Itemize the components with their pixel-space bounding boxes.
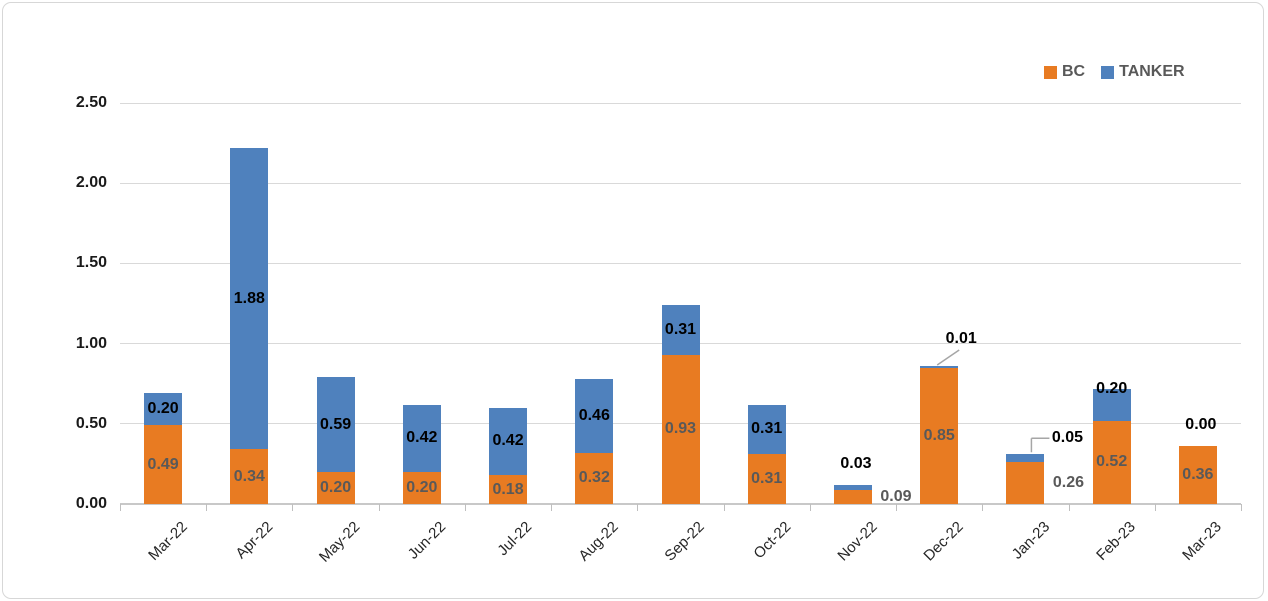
data-label-tanker-apr-22: 1.88 (233, 289, 265, 307)
data-label-tanker-jan-23: 0.05 (1051, 429, 1083, 447)
data-label-bc-feb-23: 0.52 (1096, 453, 1128, 471)
bar-bc-aug-22[interactable] (575, 452, 614, 504)
data-label-bc-mar-22: 0.49 (147, 455, 179, 473)
x-axis-label-may-22: May-22 (315, 518, 363, 566)
data-label-tanker-may-22: 0.59 (319, 415, 352, 433)
data-label-bc-aug-22: 0.32 (578, 469, 610, 487)
data-label-bc-mar-23: 0.36 (1182, 466, 1214, 484)
data-label-tanker-feb-23: 0.20 (1096, 379, 1128, 397)
x-axis-label-oct-22: Oct-22 (750, 518, 795, 563)
data-label-tanker-sep-22: 0.31 (664, 320, 697, 338)
bar-bc-mar-23[interactable] (1178, 446, 1217, 504)
gridline (120, 262, 1241, 264)
data-label-tanker-dec-22: 0.01 (945, 330, 977, 348)
data-label-bc-oct-22: 0.31 (751, 470, 783, 488)
bar-bc-oct-22[interactable] (747, 454, 786, 504)
legend-item-bc[interactable]: BC (1044, 64, 1085, 80)
bar-tanker-jul-22[interactable] (489, 407, 528, 476)
x-axis-label-mar-22: Mar-22 (144, 518, 191, 564)
x-axis-tick (637, 504, 639, 511)
bar-tanker-oct-22[interactable] (747, 404, 786, 455)
data-label-bc-jun-22: 0.20 (406, 478, 438, 496)
bar-tanker-apr-22[interactable] (230, 147, 269, 450)
legend: BC TANKER (1044, 64, 1185, 80)
y-axis-tick-label: 0.50 (75, 414, 107, 432)
bar-tanker-dec-22[interactable] (920, 366, 959, 368)
x-axis-label-jul-22: Jul-22 (494, 518, 536, 560)
x-axis-tick (1068, 504, 1070, 511)
x-axis-tick (1154, 504, 1156, 511)
x-axis-tick (378, 504, 380, 511)
bar-bc-nov-22[interactable] (833, 489, 872, 504)
data-label-tanker-mar-22: 0.20 (147, 400, 179, 418)
x-axis-tick (896, 504, 898, 511)
bar-bc-mar-22[interactable] (144, 425, 183, 504)
y-axis-tick-label: 2.50 (75, 94, 107, 111)
data-label-bc-dec-22: 0.85 (923, 426, 955, 444)
data-label-bc-jan-23: 0.26 (1052, 474, 1084, 492)
data-label-bc-jul-22: 0.18 (492, 480, 524, 498)
x-axis-label-dec-22: Dec-22 (920, 518, 967, 565)
gridline (120, 102, 1241, 104)
data-label-bc-nov-22: 0.09 (880, 487, 912, 505)
data-label-tanker-nov-22: 0.03 (840, 454, 872, 472)
x-axis-label-feb-23: Feb-23 (1093, 518, 1139, 564)
bar-tanker-feb-23[interactable] (1092, 388, 1131, 421)
bar-bc-may-22[interactable] (316, 471, 355, 504)
x-axis-line (120, 503, 1241, 505)
bc-legend-swatch-icon (1044, 65, 1057, 79)
bar-tanker-nov-22[interactable] (833, 484, 872, 490)
x-axis-label-apr-22: Apr-22 (232, 518, 277, 563)
x-axis-tick (292, 504, 294, 511)
legend-label-tanker: TANKER (1119, 63, 1185, 80)
tanker-legend-swatch-icon (1101, 65, 1115, 79)
bar-bc-jun-22[interactable] (402, 471, 441, 504)
x-axis-tick (120, 504, 121, 511)
x-axis-label-sep-22: Sep-22 (661, 518, 708, 565)
x-axis-label-nov-22: Nov-22 (834, 518, 881, 565)
bar-tanker-jan-23[interactable] (1006, 454, 1045, 463)
bar-tanker-mar-22[interactable] (144, 393, 183, 426)
y-axis-tick-label: 1.00 (75, 334, 107, 352)
data-label-tanker-mar-23: 0.00 (1185, 416, 1217, 434)
bar-tanker-may-22[interactable] (316, 377, 355, 472)
x-axis-tick (723, 504, 725, 511)
data-label-tanker-oct-22: 0.31 (751, 420, 783, 438)
data-label-tanker-aug-22: 0.46 (578, 406, 610, 424)
data-label-bc-may-22: 0.20 (319, 478, 352, 496)
x-axis-tick (982, 504, 984, 511)
x-axis-label-mar-23: Mar-23 (1179, 518, 1226, 564)
bar-tanker-sep-22[interactable] (661, 305, 700, 355)
legend-label-bc: BC (1062, 63, 1086, 80)
bar-bc-jan-23[interactable] (1006, 462, 1045, 504)
data-label-bc-apr-22: 0.34 (233, 467, 265, 485)
bar-tanker-jun-22[interactable] (402, 404, 441, 472)
y-axis-tick-label: 1.50 (75, 254, 107, 272)
data-label-bc-sep-22: 0.93 (664, 420, 697, 438)
gridline (120, 182, 1241, 184)
x-axis-tick (1241, 504, 1242, 511)
legend-item-tanker[interactable]: TANKER (1101, 63, 1185, 80)
x-axis-tick (206, 504, 208, 511)
bar-bc-apr-22[interactable] (230, 449, 269, 504)
x-axis-tick (809, 504, 811, 511)
x-axis-label-jan-23: Jan-23 (1008, 518, 1053, 563)
bar-tanker-aug-22[interactable] (575, 378, 614, 453)
data-label-tanker-jul-22: 0.42 (492, 432, 524, 450)
y-axis-tick-label: 0.00 (75, 495, 107, 512)
x-axis-label-aug-22: Aug-22 (575, 518, 622, 565)
bar-bc-jul-22[interactable] (489, 475, 528, 504)
x-axis-tick (551, 504, 553, 511)
bar-bc-sep-22[interactable] (661, 354, 700, 504)
bar-bc-dec-22[interactable] (920, 367, 959, 504)
data-label-tanker-jun-22: 0.42 (406, 429, 438, 447)
y-axis-tick-label: 2.00 (75, 174, 107, 192)
x-axis-label-jun-22: Jun-22 (404, 518, 450, 563)
bar-bc-feb-23[interactable] (1092, 420, 1131, 504)
x-axis-tick (464, 504, 466, 511)
